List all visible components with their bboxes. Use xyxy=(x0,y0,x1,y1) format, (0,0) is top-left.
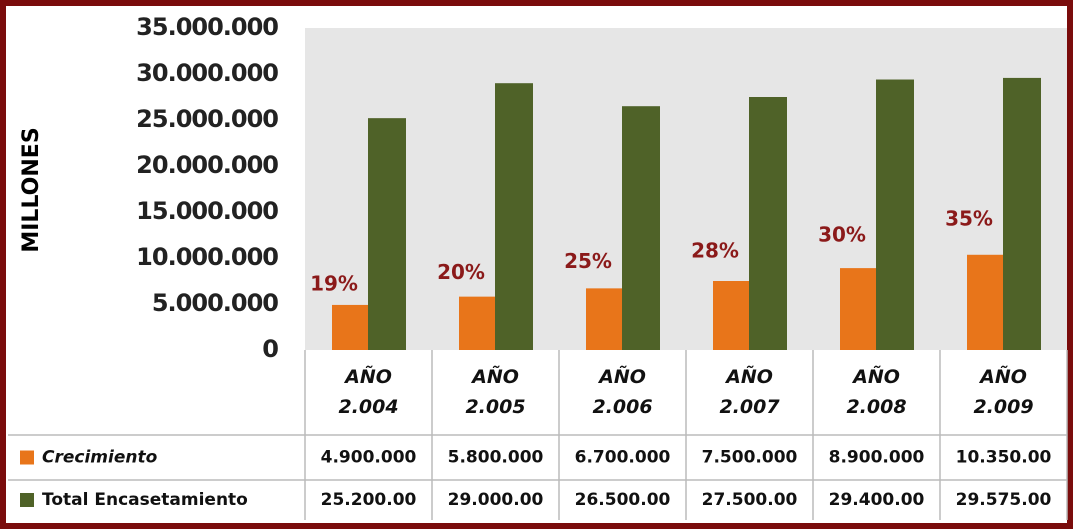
annotation: 30% xyxy=(818,223,866,247)
y-tick-label: 25.000.000 xyxy=(136,105,278,133)
table-value: 29.400.00 xyxy=(829,490,925,510)
bar xyxy=(840,268,877,350)
legend-swatch xyxy=(20,493,34,507)
bar xyxy=(749,97,787,350)
table-value: 4.900.000 xyxy=(321,448,417,468)
legend-swatch xyxy=(20,450,34,465)
y-tick-label: 15.000.000 xyxy=(136,197,278,225)
table-value: 10.350.00 xyxy=(956,448,1052,468)
bar xyxy=(1003,77,1041,350)
table-value: 5.800.000 xyxy=(448,448,544,468)
y-tick-label: 30.000.000 xyxy=(136,59,278,87)
bar xyxy=(495,83,533,350)
y-tick-label: 20.000.000 xyxy=(136,151,278,179)
table-value: 6.700.000 xyxy=(575,448,671,468)
bar xyxy=(967,254,1004,350)
x-tick-label: AÑO 2.008 xyxy=(846,366,907,418)
bar xyxy=(332,304,369,350)
bar xyxy=(586,288,623,350)
table-value: 25.200.00 xyxy=(321,490,417,510)
y-tick-label: 35.000.000 xyxy=(136,13,278,41)
x-tick-label: AÑO 2.005 xyxy=(465,366,526,418)
annotation: 20% xyxy=(437,260,485,284)
annotation: 19% xyxy=(310,271,358,295)
y-tick-label: 0 xyxy=(262,335,278,363)
annotation: 28% xyxy=(691,239,739,263)
table-value: 29.575.00 xyxy=(956,490,1052,510)
bar xyxy=(459,296,496,350)
x-tick-label: AÑO 2.006 xyxy=(592,366,653,418)
x-tick-label: AÑO 2.004 xyxy=(338,366,399,418)
x-tick-label: AÑO 2.009 xyxy=(973,366,1034,418)
y-axis-title: MILLONES xyxy=(19,127,44,252)
y-tick-label: 10.000.000 xyxy=(136,243,278,271)
annotation: 25% xyxy=(564,249,612,273)
table-value: 8.900.000 xyxy=(829,448,925,468)
table-value: 7.500.000 xyxy=(702,448,798,468)
bar xyxy=(713,281,750,350)
bar xyxy=(622,106,660,350)
table-value: 26.500.00 xyxy=(575,490,671,510)
legend-label: Total Encasetamiento xyxy=(42,490,248,510)
bar xyxy=(368,118,406,350)
bar xyxy=(876,79,914,351)
table-value: 29.000.00 xyxy=(448,490,544,510)
x-tick-label: AÑO 2.007 xyxy=(719,366,780,418)
annotation: 35% xyxy=(945,206,993,230)
y-tick-label: 5.000.000 xyxy=(152,289,278,317)
plot-area xyxy=(305,28,1067,350)
table-value: 27.500.00 xyxy=(702,490,798,510)
legend-label: Crecimiento xyxy=(42,448,158,468)
